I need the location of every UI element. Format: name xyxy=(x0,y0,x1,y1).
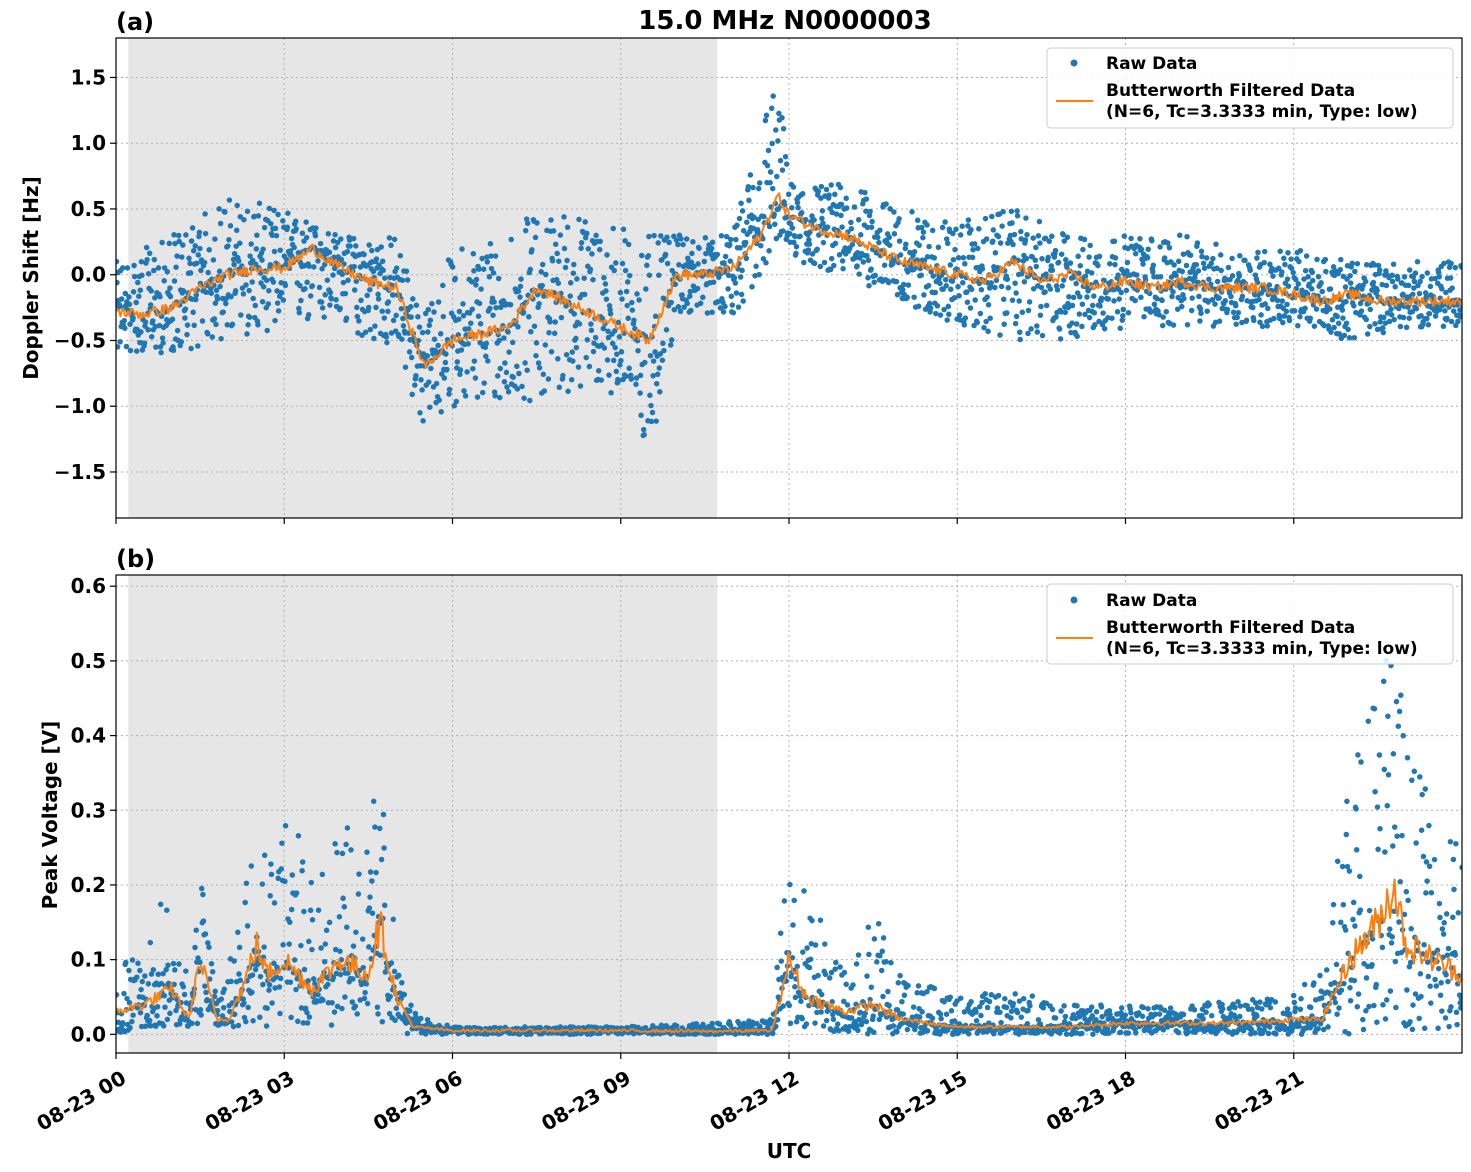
y-tick-label-a-6: 1.5 xyxy=(71,65,106,89)
legend-raw-marker-a xyxy=(1070,59,1078,67)
y-tick-label-a-3: 0.0 xyxy=(71,263,106,287)
y-tick-label-a-5: 1.0 xyxy=(71,131,106,155)
x-tick-label-1: 08-23 03 xyxy=(201,1066,299,1136)
y-axis-label-b: Peak Voltage [V] xyxy=(38,721,62,910)
night-shading-b xyxy=(128,575,718,1053)
legend-box-a xyxy=(1046,47,1454,129)
y-tick-label-b-2: 0.2 xyxy=(71,873,106,897)
panel-a: (a) −1.5 −1.0 −0.5 0.0 0.5 1.0 1.5 Doppler Shi… xyxy=(19,8,1463,524)
night-shading-a xyxy=(128,38,718,518)
panel-b-label: (b) xyxy=(116,545,155,573)
x-tick-label-3: 08-23 09 xyxy=(537,1066,635,1136)
x-tick-label-2: 08-23 06 xyxy=(369,1066,467,1136)
y-tick-label-a-0: −1.5 xyxy=(54,460,106,484)
filtered-line-b xyxy=(116,878,1462,1034)
y-tick-label-b-4: 0.4 xyxy=(71,724,106,748)
y-tick-label-b-3: 0.3 xyxy=(71,798,106,822)
legend-filtered-label-a: Butterworth Filtered Data xyxy=(1106,81,1355,101)
y-tick-label-b-1: 0.1 xyxy=(71,948,106,972)
x-ticks-a xyxy=(115,518,1295,524)
legend-raw-label-a: Raw Data xyxy=(1106,54,1197,74)
filtered-line-a xyxy=(116,192,1462,369)
y-tick-label-b-6: 0.6 xyxy=(71,574,106,598)
y-tick-label-a-4: 0.5 xyxy=(71,197,106,221)
y-tick-label-a-1: −1.0 xyxy=(54,394,106,418)
x-ticks-b: 08-23 00 08-23 03 08-23 06 08-23 09 08-23 12… xyxy=(32,1053,1308,1136)
legend-raw-label-b: Raw Data xyxy=(1106,591,1197,611)
y-tick-label-b-0: 0.0 xyxy=(71,1022,106,1046)
panel-b: (b) 0.00.10.20.30.40.50.6 08-23 00 08-23 … xyxy=(32,545,1463,1136)
y-ticks-b: 0.0 0.1 0.2 0.3 0.4 0.5 0.6 xyxy=(71,574,116,1046)
y-tick-label-a-2: −0.5 xyxy=(54,328,106,352)
x-tick-label-0: 08-23 00 xyxy=(32,1066,130,1136)
x-tick-label-7: 08-23 21 xyxy=(1210,1066,1308,1136)
legend-box-b xyxy=(1046,583,1454,665)
y-tick-label-b-5: 0.5 xyxy=(71,649,106,673)
legend-raw-marker-b xyxy=(1070,596,1078,604)
x-axis-label: UTC xyxy=(767,1139,812,1163)
y-ticks-a: −1.5 −1.0 −0.5 0.0 0.5 1.0 1.5 xyxy=(54,65,116,484)
x-tick-label-5: 08-23 15 xyxy=(874,1066,972,1136)
y-axis-label-a: Doppler Shift [Hz] xyxy=(19,176,43,380)
legend-a: Raw Data Butterworth Filtered Data (N=6,… xyxy=(1046,47,1454,129)
legend-b: Raw Data Butterworth Filtered Data (N=6,… xyxy=(1046,583,1454,665)
chart-title: 15.0 MHz N0000003 xyxy=(638,6,931,36)
panel-a-label: (a) xyxy=(116,8,154,36)
legend-filtered-params-a: (N=6, Tc=3.3333 min, Type: low) xyxy=(1106,102,1418,122)
x-tick-label-6: 08-23 18 xyxy=(1042,1066,1140,1136)
x-tick-label-4: 08-23 12 xyxy=(705,1066,803,1136)
legend-filtered-label-b: Butterworth Filtered Data xyxy=(1106,618,1355,638)
legend-filtered-params-b: (N=6, Tc=3.3333 min, Type: low) xyxy=(1106,639,1418,659)
